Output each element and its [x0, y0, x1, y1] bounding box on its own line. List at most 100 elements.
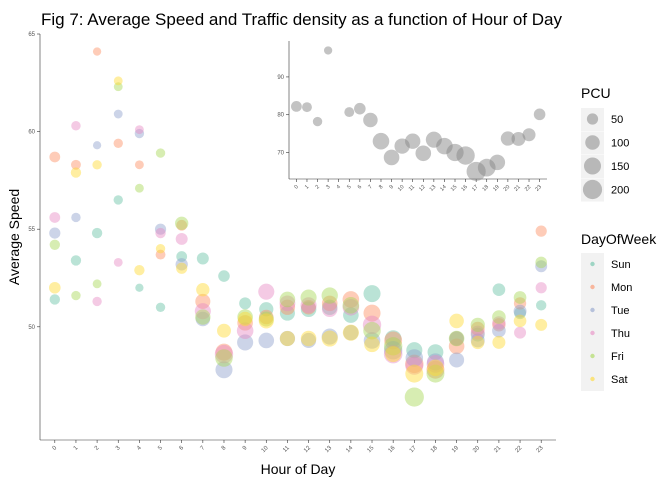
- point-sun-hour-18: [427, 344, 444, 361]
- inset-point-hour-12: [415, 145, 432, 162]
- point-thu-hour-8: [214, 344, 234, 364]
- point-sat-hour-9: [237, 311, 253, 327]
- color-legend-title: DayOfWeek: [581, 231, 657, 247]
- x-tick-label: 23: [536, 445, 545, 454]
- x-tick-label: 22: [514, 445, 523, 454]
- x-tick-label: 20: [472, 445, 481, 454]
- point-thu-hour-15: [362, 315, 382, 335]
- point-sat-hour-2: [92, 160, 102, 170]
- inset-y-tick-label: 80: [277, 113, 284, 119]
- point-fri-hour-21: [492, 310, 506, 324]
- inset-point-hour-11: [405, 133, 421, 149]
- point-sat-hour-5: [155, 244, 166, 254]
- inset-x-tick-label: 21: [513, 184, 522, 193]
- point-tue-hour-22: [513, 304, 527, 318]
- inset-point-hour-6: [354, 102, 366, 115]
- point-fri-hour-8: [215, 349, 233, 367]
- x-tick-label: 8: [221, 445, 228, 452]
- inset-x-tick-label: 13: [429, 184, 438, 193]
- point-sun-hour-10: [259, 302, 274, 317]
- inset-point-hour-20: [500, 131, 515, 146]
- y-tick-label: 60: [28, 130, 35, 136]
- point-mon-hour-22: [513, 297, 527, 310]
- point-fri-hour-23: [535, 256, 547, 269]
- x-axis-label: Hour of Day: [261, 461, 336, 477]
- point-fri-hour-11: [279, 291, 296, 308]
- inset-point-hour-8: [372, 132, 390, 150]
- point-thu-hour-17: [405, 356, 424, 375]
- inset-x-tick-label: 4: [336, 184, 342, 190]
- point-sat-hour-8: [217, 323, 231, 338]
- x-tick-label: 11: [282, 445, 291, 454]
- point-mon-hour-9: [237, 315, 253, 331]
- point-tue-hour-20: [470, 333, 485, 348]
- point-sun-hour-1: [70, 255, 82, 266]
- point-sun-hour-3: [113, 195, 123, 205]
- x-tick-label: 21: [493, 445, 502, 454]
- point-tue-hour-5: [154, 223, 167, 235]
- point-tue-hour-6: [175, 258, 188, 271]
- point-mon-hour-23: [535, 225, 547, 237]
- point-mon-hour-13: [321, 295, 338, 312]
- point-thu-hour-5: [155, 227, 166, 239]
- point-thu-hour-19: [449, 331, 464, 346]
- size-legend-title: PCU: [581, 85, 611, 101]
- point-sun-hour-8: [218, 270, 230, 282]
- point-thu-hour-0: [49, 212, 61, 223]
- inset-x-tick-label: 17: [471, 184, 480, 193]
- point-tue-hour-0: [49, 227, 61, 239]
- point-thu-hour-23: [535, 282, 547, 294]
- inset-x-tick-label: 6: [357, 184, 363, 190]
- point-sun-hour-9: [239, 297, 252, 310]
- point-fri-hour-2: [92, 279, 102, 289]
- x-tick-label: 12: [303, 445, 312, 454]
- point-fri-hour-18: [426, 364, 445, 383]
- inset-point-hour-5: [344, 107, 355, 118]
- size-legend-label: 50: [611, 114, 623, 126]
- x-tick-label: 9: [242, 445, 249, 452]
- point-sun-hour-22: [514, 307, 527, 320]
- x-tick-label: 3: [115, 445, 122, 452]
- inset-x-tick-label: 22: [524, 184, 533, 193]
- point-fri-hour-7: [195, 309, 211, 325]
- point-sun-hour-23: [536, 300, 547, 311]
- point-fri-hour-9: [237, 309, 253, 325]
- inset-x-tick-label: 18: [482, 184, 491, 193]
- point-sun-hour-13: [322, 299, 338, 315]
- x-tick-label: 6: [178, 445, 185, 452]
- inset-background: [260, 36, 558, 196]
- point-fri-hour-14: [342, 297, 360, 314]
- point-tue-hour-4: [134, 128, 145, 139]
- point-sun-hour-7: [196, 252, 209, 265]
- x-tick-label: 7: [200, 445, 207, 452]
- point-thu-hour-16: [383, 344, 403, 364]
- point-mon-hour-11: [279, 299, 296, 315]
- point-mon-hour-5: [155, 249, 166, 260]
- color-legend-swatch: [590, 330, 595, 336]
- point-sat-hour-13: [321, 330, 338, 347]
- x-tick-label: 16: [388, 445, 397, 454]
- color-legend-swatch: [590, 284, 595, 290]
- point-thu-hour-13: [321, 301, 338, 318]
- point-fri-hour-1: [71, 290, 81, 301]
- inset-x-tick-label: 11: [408, 184, 416, 192]
- point-sat-hour-3: [113, 76, 123, 86]
- chart-title: Fig 7: Average Speed and Traffic density…: [41, 10, 563, 29]
- inset-point-hour-22: [522, 128, 536, 142]
- point-tue-hour-2: [92, 141, 102, 150]
- point-tue-hour-13: [321, 328, 338, 345]
- y-axis-label: Average Speed: [6, 189, 22, 285]
- inset-x-tick-label: 10: [397, 184, 406, 193]
- point-sat-hour-7: [196, 283, 210, 297]
- inset-point-hour-3: [323, 46, 333, 55]
- point-fri-hour-12: [300, 289, 317, 306]
- inset-point-hour-19: [489, 154, 506, 171]
- point-fri-hour-3: [113, 82, 123, 92]
- point-mon-hour-8: [215, 343, 233, 361]
- size-legend-circle: [582, 179, 603, 200]
- point-mon-hour-19: [448, 338, 465, 355]
- point-sat-hour-21: [492, 335, 506, 349]
- point-thu-hour-11: [279, 295, 296, 312]
- inset-x-tick-label: 20: [503, 184, 512, 193]
